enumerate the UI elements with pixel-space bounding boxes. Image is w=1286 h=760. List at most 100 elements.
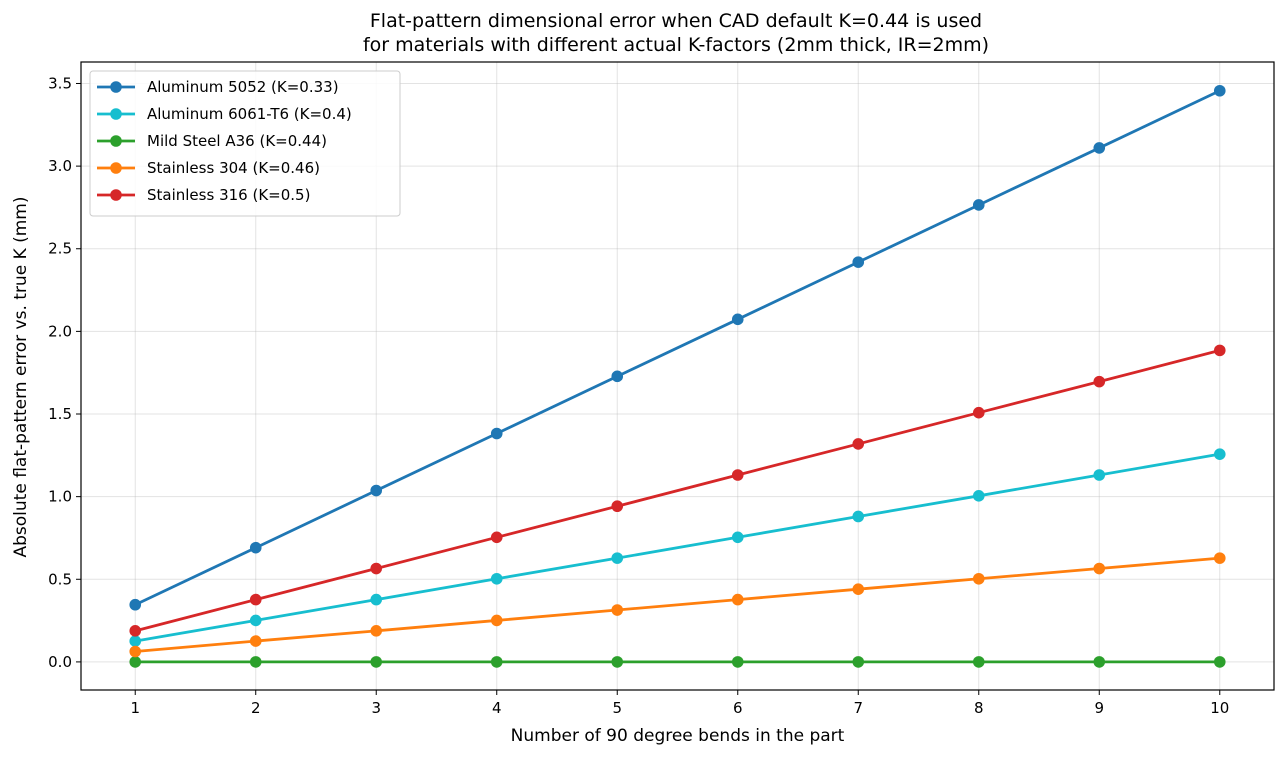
x-axis-label: Number of 90 degree bends in the part <box>510 726 845 746</box>
data-point <box>1093 142 1106 154</box>
series-line <box>134 349 1221 633</box>
legend-swatch-marker <box>110 135 122 147</box>
legend-label: Stainless 304 (K=0.46) <box>147 159 320 177</box>
data-point <box>611 552 624 564</box>
series-2 <box>129 656 1226 668</box>
data-point <box>972 572 985 585</box>
data-point <box>852 438 865 450</box>
legend-swatch-marker <box>110 162 122 174</box>
legend-label: Stainless 316 (K=0.5) <box>147 186 310 204</box>
data-point <box>731 656 744 668</box>
legend-item: Aluminum 5052 (K=0.33) <box>97 78 339 96</box>
legend-swatch-marker <box>110 108 122 120</box>
legend-swatch-marker <box>110 81 122 93</box>
data-point <box>129 656 142 668</box>
legend-swatch-marker <box>110 189 122 201</box>
data-point <box>731 531 744 544</box>
data-point <box>1213 84 1226 97</box>
data-point <box>370 625 383 637</box>
series-line <box>134 89 1221 606</box>
data-point <box>611 500 624 513</box>
x-tick-label: 4 <box>492 699 502 717</box>
series-3 <box>129 552 1226 658</box>
data-point <box>852 510 865 523</box>
series-1 <box>129 448 1226 647</box>
data-point <box>490 427 503 440</box>
legend-label: Mild Steel A36 (K=0.44) <box>147 132 327 150</box>
x-tick-label: 2 <box>251 699 261 717</box>
x-tick-label: 3 <box>371 699 381 717</box>
data-point <box>611 370 624 383</box>
legend-item: Stainless 316 (K=0.5) <box>97 186 310 204</box>
data-point <box>972 406 985 419</box>
data-point <box>852 583 865 595</box>
y-tick-label: 1.0 <box>48 488 72 506</box>
data-point <box>129 598 142 611</box>
data-point <box>490 656 503 668</box>
data-point <box>1213 552 1226 564</box>
chart-title-line-2: for materials with different actual K-fa… <box>362 34 990 56</box>
data-point <box>249 541 262 554</box>
series-lines <box>129 84 1226 668</box>
data-point <box>490 572 503 585</box>
data-point <box>1093 562 1106 575</box>
axis-ticks: 1 2 3 4 5 6 7 8 9 10 0.0 0.5 1.0 1.5 2.0 2.5 3.0 3.5 <box>48 74 1229 717</box>
data-point <box>1213 656 1226 668</box>
legend-item: Aluminum 6061-T6 (K=0.4) <box>97 105 352 123</box>
legend-box <box>89 70 401 217</box>
data-point <box>731 313 744 326</box>
series-line <box>135 556 1220 653</box>
legend: Aluminum 5052 (K=0.33) Aluminum 6061-T6 (… <box>89 70 401 217</box>
y-tick-label: 0.0 <box>48 653 72 671</box>
y-tick-label: 2.5 <box>48 240 72 258</box>
data-point <box>1213 344 1226 357</box>
x-tick-label: 10 <box>1210 699 1229 717</box>
y-axis-label: Absolute flat-pattern error vs. true K (… <box>11 196 31 558</box>
data-point <box>249 614 262 627</box>
data-point <box>1093 656 1106 668</box>
y-tick-label: 3.5 <box>48 74 72 92</box>
y-tick-label: 0.5 <box>48 570 72 588</box>
data-point <box>370 484 383 497</box>
legend-item: Mild Steel A36 (K=0.44) <box>97 132 327 150</box>
data-point <box>249 593 262 606</box>
data-point <box>1093 469 1106 481</box>
data-point <box>611 604 624 616</box>
y-tick-label: 3.0 <box>48 157 72 175</box>
data-point <box>611 656 624 668</box>
data-point <box>731 593 744 606</box>
data-point <box>852 256 865 268</box>
data-point <box>1213 448 1226 460</box>
data-point <box>249 656 262 668</box>
data-point <box>370 593 383 606</box>
data-point <box>852 656 865 668</box>
data-point <box>249 635 262 647</box>
data-point <box>129 645 142 658</box>
x-tick-label: 1 <box>130 699 140 717</box>
axes-frame <box>80 61 1275 691</box>
data-point <box>370 656 383 668</box>
legend-item: Stainless 304 (K=0.46) <box>97 159 320 177</box>
x-tick-label: 5 <box>612 699 622 717</box>
series-0 <box>129 84 1226 611</box>
data-point <box>1093 375 1106 388</box>
data-point <box>490 614 503 627</box>
x-tick-label: 8 <box>974 699 984 717</box>
series-4 <box>129 344 1226 637</box>
legend-label: Aluminum 6061-T6 (K=0.4) <box>147 105 352 123</box>
data-point <box>129 625 142 637</box>
y-tick-label: 2.0 <box>48 322 72 340</box>
y-tick-label: 1.5 <box>48 405 72 423</box>
data-point <box>972 199 985 211</box>
data-point <box>972 656 985 668</box>
data-point <box>972 490 985 502</box>
data-point <box>731 469 744 481</box>
data-point <box>129 635 142 647</box>
legend-label: Aluminum 5052 (K=0.33) <box>147 78 339 96</box>
series-line <box>134 452 1221 643</box>
x-tick-label: 7 <box>853 699 863 717</box>
x-tick-label: 9 <box>1094 699 1104 717</box>
data-point <box>370 562 383 575</box>
